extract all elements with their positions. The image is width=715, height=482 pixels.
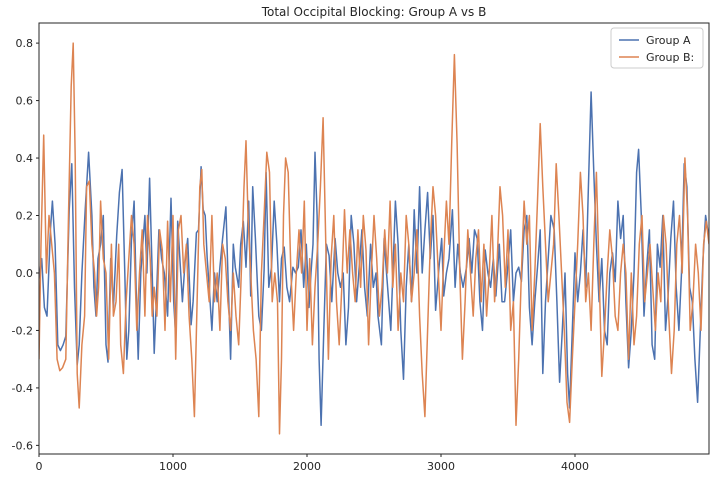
y-tick-label: 0.8 (16, 37, 34, 50)
x-tick-label: 4000 (561, 460, 589, 473)
x-tick-label: 2000 (293, 460, 321, 473)
plot-frame (38, 22, 710, 455)
x-tick-label: 0 (36, 460, 43, 473)
y-tick-label: -0.2 (12, 324, 33, 337)
y-tick-label: 0.0 (16, 267, 34, 280)
chart-title: Total Occipital Blocking: Group A vs B (261, 5, 487, 19)
series-layer (39, 42, 709, 435)
y-tick-label: 0.2 (16, 210, 34, 223)
legend-label-2: Group B: (646, 51, 694, 64)
x-axis: 0 1000 2000 3000 4000 (36, 454, 589, 473)
y-tick-label: 0.6 (16, 95, 34, 108)
legend: Group A Group B: (610, 27, 704, 69)
x-tick-label: 3000 (427, 460, 455, 473)
legend-box (610, 27, 704, 69)
series-line-2 (39, 42, 709, 435)
x-tick-label: 1000 (159, 460, 187, 473)
legend-label-1: Group A (646, 34, 691, 47)
y-axis: -0.6 -0.4 -0.2 0.0 0.2 0.4 0.6 0.8 (12, 37, 39, 452)
y-tick-label: 0.4 (16, 152, 34, 165)
y-tick-label: -0.4 (12, 382, 33, 395)
y-tick-label: -0.6 (12, 439, 33, 452)
